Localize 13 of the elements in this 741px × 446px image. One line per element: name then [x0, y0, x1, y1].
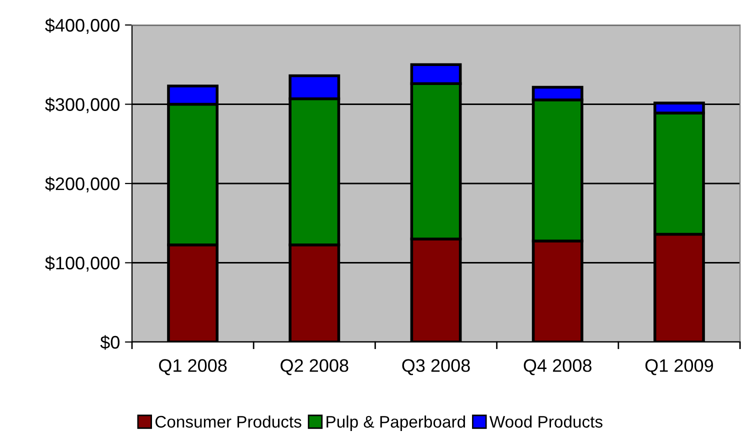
legend-label: Consumer Products	[155, 415, 302, 428]
y-tick-label: $400,000	[45, 18, 120, 34]
y-tick-label: $100,000	[45, 256, 120, 272]
y-tick-label: $300,000	[45, 97, 120, 114]
legend-label: Wood Products	[489, 415, 602, 428]
y-tick-label: $200,000	[45, 176, 120, 192]
y-tick-label: $0	[100, 335, 120, 350]
x-tick-label: Q2 2008	[280, 359, 348, 376]
x-tick-label: Q1 2008	[159, 359, 227, 376]
x-tick-label: Q3 2008	[402, 359, 470, 376]
x-tick-label: Q1 2009	[645, 359, 713, 376]
x-tick-label: Q4 2008	[524, 359, 592, 376]
legend-label: Pulp & Paperboard	[326, 415, 465, 431]
